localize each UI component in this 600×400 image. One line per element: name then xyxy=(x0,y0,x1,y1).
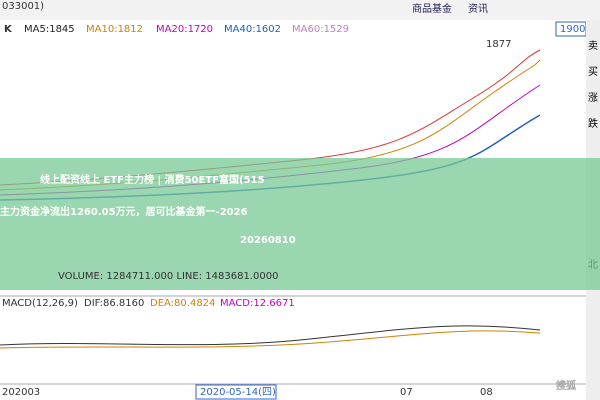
banner-line: 20260810 xyxy=(240,235,296,246)
ma60: MA60:1529 xyxy=(292,24,349,35)
banner-line: 线上配资线上 ETF主力榜 | 消费50ETF富国(515 xyxy=(40,173,264,186)
volume-label: VOLUME: 1284711.000 LINE: 1483681.0000 xyxy=(58,271,278,282)
date-label: 202003 xyxy=(2,387,40,398)
code: 033001) xyxy=(2,1,44,12)
peak-label: 1877 xyxy=(486,39,511,50)
macd-dif: DIF:86.8160 xyxy=(84,298,144,309)
ma5: MA5:1845 xyxy=(24,24,75,35)
dea-line xyxy=(0,330,541,349)
banner xyxy=(0,158,600,290)
ma10: MA10:1812 xyxy=(86,24,143,35)
date-label: 2020-05-14(四) xyxy=(200,387,276,398)
macd-dea: DEA:80.4824 xyxy=(150,298,215,309)
side-button[interactable]: 涨 xyxy=(588,92,598,104)
tab[interactable]: 商品基金 xyxy=(412,2,452,15)
date-label: 08 xyxy=(480,387,493,398)
mode: K xyxy=(4,24,13,35)
macd-value: MACD:12.6671 xyxy=(220,298,295,309)
date-cursor xyxy=(195,384,277,400)
date-label: 07 xyxy=(400,387,413,398)
banner-line: 主力资金净流出1260.05万元，居可比基金第一-2026 xyxy=(0,205,248,218)
ma40: MA40:1602 xyxy=(224,24,281,35)
side-button[interactable]: 买 xyxy=(588,66,598,78)
watermark: 搜狐 xyxy=(556,379,576,392)
side-button[interactable]: 卖 xyxy=(588,40,598,52)
price-box-text: 1900 xyxy=(560,24,585,35)
macd-name: MACD(12,26,9) xyxy=(2,298,78,309)
side-button[interactable]: 跌 xyxy=(588,117,598,130)
dif-line xyxy=(0,325,541,346)
top-bar xyxy=(0,0,600,20)
tab[interactable]: 资讯 xyxy=(468,3,488,15)
ma20: MA20:1720 xyxy=(156,24,213,35)
